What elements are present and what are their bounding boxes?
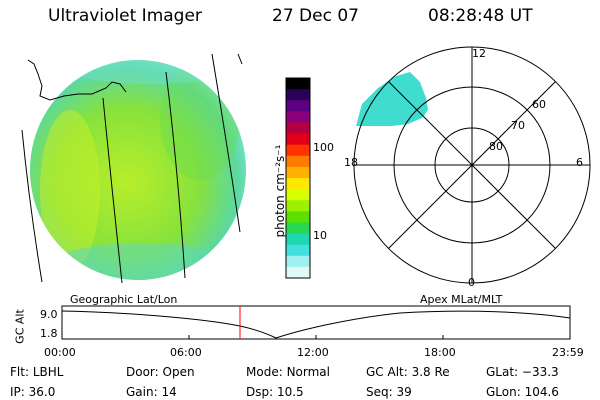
colorbar-segment	[286, 178, 310, 190]
instrument-title: Ultraviolet Imager	[48, 6, 202, 26]
colorbar-segment	[286, 133, 310, 146]
colorbar-segment	[286, 244, 310, 257]
mlat-label-80: 80	[489, 140, 503, 153]
colorbar-unit-label: photon cm⁻²s⁻¹	[273, 144, 287, 238]
colorbar-segment	[286, 189, 310, 201]
meridian-lines	[21, 53, 243, 284]
colorbar-segment	[286, 100, 310, 112]
colorbar-segment	[286, 111, 310, 123]
mlt-label-0: 0	[468, 276, 475, 289]
info-ip: IP: 36.0	[10, 385, 56, 399]
mlt-label-18: 18	[344, 156, 358, 169]
colorbar-segment	[286, 222, 310, 235]
timeline-x-tick-0: 00:00	[44, 346, 76, 359]
info-mode: Mode: Normal	[246, 365, 330, 379]
mlt-label-12: 12	[472, 47, 486, 60]
colorbar-segment	[286, 200, 310, 212]
timeline-x-tick-1: 06:00	[170, 346, 202, 359]
timeline-y-tick-max: 9.0	[40, 308, 58, 321]
timeline-y-tick-min: 1.8	[40, 327, 58, 340]
colorbar-segment	[286, 255, 310, 268]
mlat-label-70: 70	[511, 119, 525, 132]
timeline-left-label: Geographic Lat/Lon	[70, 293, 178, 306]
colorbar-segment	[286, 233, 310, 246]
timeline-right-label: Apex MLat/MLT	[420, 293, 503, 306]
mlt-label-6: 6	[576, 156, 583, 169]
colorbar-segment	[286, 166, 310, 179]
info-seq: Seq: 39	[366, 385, 412, 399]
info-dsp: Dsp: 10.5	[246, 385, 304, 399]
colorbar-segment	[286, 89, 310, 101]
colorbar-segment	[286, 144, 310, 157]
info-door: Door: Open	[126, 365, 195, 379]
coastline-path	[27, 59, 127, 101]
colorbar-tick-10: 10	[313, 229, 327, 242]
time-label: 08:28:48 UT	[428, 6, 533, 26]
colorbar-segment	[286, 266, 310, 279]
timeline-x-tick-3: 18:00	[424, 346, 456, 359]
info-gain: Gain: 14	[126, 385, 177, 399]
info-glat: GLat: −33.3	[486, 365, 559, 379]
info-glon: GLon: 104.6	[486, 385, 559, 399]
timeline-x-tick-4: 23:59	[552, 346, 584, 359]
info-filter: Flt: LBHL	[10, 365, 64, 379]
colorbar-tick-100: 100	[313, 141, 334, 154]
date-label: 27 Dec 07	[272, 6, 359, 26]
colorbar-segment	[286, 122, 310, 135]
mlat-label-60: 60	[532, 98, 546, 111]
colorbar-frame	[285, 77, 311, 279]
colorbar	[285, 77, 311, 279]
colorbar-segment	[286, 211, 310, 223]
info-gc-alt: GC Alt: 3.8 Re	[366, 365, 450, 379]
colorbar-segment	[286, 78, 310, 90]
timeline-y-axis-label: GC Alt	[13, 309, 27, 344]
timeline-x-tick-2: 12:00	[297, 346, 329, 359]
colorbar-segment	[286, 155, 310, 168]
